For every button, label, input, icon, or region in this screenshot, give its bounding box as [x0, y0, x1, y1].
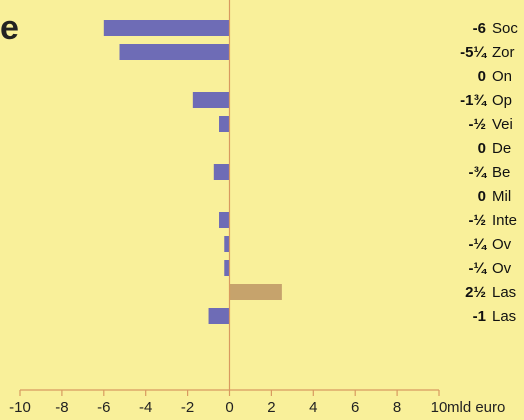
category-label-3: Op [492, 92, 512, 109]
x-tick-label-4: -2 [181, 399, 194, 416]
category-label-9: Ov [492, 236, 512, 253]
bar-11 [229, 284, 282, 300]
x-tick-label-1: -8 [55, 399, 68, 416]
x-tick-label-5: 0 [225, 399, 233, 416]
category-label-8: Inte [492, 212, 517, 229]
x-axis: -10 -8 -6 -4 -2 0 2 4 6 8 10 mld euro [9, 0, 505, 416]
bar-4 [219, 116, 230, 132]
category-labels: -6 Soc -5¼ Zor 0 On -1¾ Op -½ Vei 0 De -¾ Be 0 Mil -½ Int… [460, 20, 518, 325]
x-tick-label-8: 6 [351, 399, 359, 416]
x-tick-label-2: -6 [97, 399, 110, 416]
bar-10 [224, 260, 230, 276]
category-label-4: Vei [492, 116, 513, 133]
bar-3 [192, 92, 230, 108]
category-label-1: Zor [492, 44, 515, 61]
bar-0 [103, 20, 230, 36]
value-label-4: -½ [468, 116, 486, 133]
value-label-10: -¼ [468, 260, 487, 277]
category-label-6: Be [492, 164, 510, 181]
value-label-9: -¼ [468, 236, 487, 253]
x-tick-label-7: 4 [309, 399, 317, 416]
bar-8 [219, 212, 230, 228]
x-tick-label-0: -10 [9, 399, 31, 416]
category-label-11: Las [492, 284, 516, 301]
value-label-3: -1¾ [460, 92, 487, 109]
category-label-12: Las [492, 308, 516, 325]
value-label-11: 2½ [465, 284, 486, 301]
chart-title-fragment: e [0, 9, 19, 47]
x-tick-label-3: -4 [139, 399, 152, 416]
value-label-6: -¾ [468, 164, 487, 181]
category-label-10: Ov [492, 260, 512, 277]
value-label-2: 0 [478, 68, 486, 85]
value-label-5: 0 [478, 140, 486, 157]
x-axis-label: mld euro [447, 399, 505, 416]
bars-layer [103, 20, 282, 324]
bar-1 [119, 44, 230, 60]
bar-6 [213, 164, 230, 180]
x-tick-label-10: 10 [431, 399, 448, 416]
category-label-0: Soc [492, 20, 518, 37]
value-label-8: -½ [468, 212, 486, 229]
value-label-0: -6 [473, 20, 486, 37]
x-tick-label-6: 2 [267, 399, 275, 416]
value-label-7: 0 [478, 188, 486, 205]
bar-12 [208, 308, 230, 324]
category-label-5: De [492, 140, 511, 157]
value-label-1: -5¼ [460, 44, 487, 61]
x-tick-label-9: 8 [393, 399, 401, 416]
category-label-2: On [492, 68, 512, 85]
category-label-7: Mil [492, 188, 511, 205]
value-label-12: -1 [473, 308, 486, 325]
bar-9 [224, 236, 230, 252]
